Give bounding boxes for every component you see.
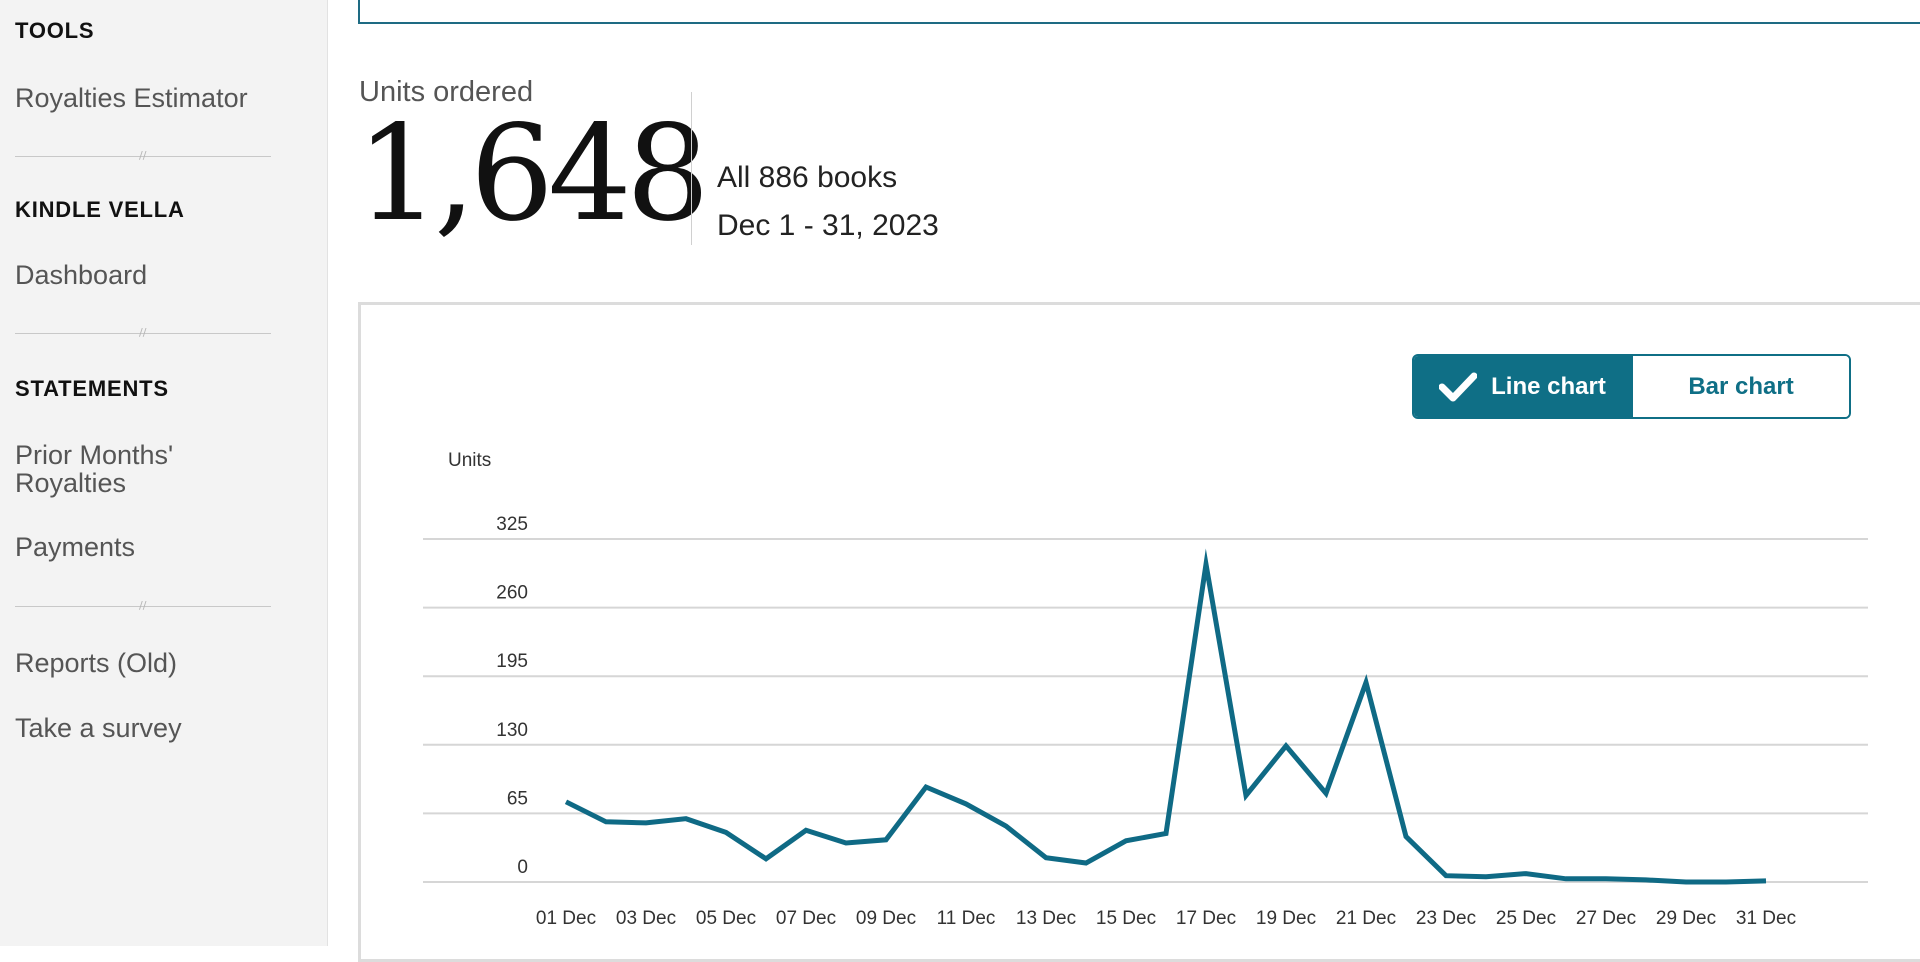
top-panel bbox=[358, 0, 1920, 24]
y-tick-label: 65 bbox=[507, 788, 528, 809]
series-line bbox=[564, 548, 1767, 885]
divider-tick: // bbox=[139, 149, 147, 162]
bar-chart-button[interactable]: Bar chart bbox=[1631, 356, 1849, 417]
x-tick-label: 03 Dec bbox=[616, 908, 676, 929]
sidebar-heading-tools: TOOLS bbox=[15, 18, 95, 43]
y-tick-label: 0 bbox=[517, 857, 528, 878]
sidebar-item-payments[interactable]: Payments bbox=[15, 532, 136, 562]
y-tick-label: 325 bbox=[496, 514, 528, 535]
x-tick-label: 31 Dec bbox=[1736, 908, 1796, 929]
x-tick-label: 13 Dec bbox=[1016, 908, 1076, 929]
books-filter-text: All 886 books bbox=[717, 161, 898, 194]
sidebar-divider: // bbox=[15, 327, 271, 339]
sidebar-divider: // bbox=[15, 150, 271, 162]
summary-separator bbox=[691, 92, 692, 245]
y-axis-title: Units bbox=[448, 450, 491, 471]
y-tick-label: 195 bbox=[496, 651, 528, 672]
y-tick-label: 130 bbox=[496, 720, 528, 741]
units-ordered-label: Units ordered bbox=[359, 76, 534, 108]
line-chart-label: Line chart bbox=[1491, 372, 1606, 400]
x-tick-label: 01 Dec bbox=[536, 908, 596, 929]
x-tick-label: 23 Dec bbox=[1416, 908, 1476, 929]
sidebar-item-reports-old[interactable]: Reports (Old) bbox=[15, 648, 178, 678]
sidebar-item-royalties-estimator[interactable]: Royalties Estimator bbox=[15, 83, 248, 113]
sidebar: TOOLS Royalties Estimator // KINDLE VELL… bbox=[0, 0, 328, 946]
bar-chart-label: Bar chart bbox=[1688, 372, 1794, 400]
x-tick-label: 05 Dec bbox=[696, 908, 756, 929]
x-tick-label: 17 Dec bbox=[1176, 908, 1236, 929]
sidebar-divider: // bbox=[15, 600, 271, 612]
x-tick-label: 15 Dec bbox=[1096, 908, 1156, 929]
sidebar-item-prior-months-royalties[interactable]: Prior Months' Royalties bbox=[15, 441, 173, 497]
chart-type-toggle: Line chart Bar chart bbox=[1412, 354, 1851, 419]
line-chart-button[interactable]: Line chart bbox=[1414, 356, 1631, 417]
date-range-text: Dec 1 - 31, 2023 bbox=[717, 209, 939, 242]
sidebar-item-take-a-survey[interactable]: Take a survey bbox=[15, 713, 182, 743]
x-tick-label: 25 Dec bbox=[1496, 908, 1556, 929]
x-tick-label: 29 Dec bbox=[1656, 908, 1716, 929]
x-tick-label: 21 Dec bbox=[1336, 908, 1396, 929]
sidebar-heading-statements: STATEMENTS bbox=[15, 376, 169, 401]
x-tick-label: 27 Dec bbox=[1576, 908, 1636, 929]
x-tick-label: 19 Dec bbox=[1256, 908, 1316, 929]
checkmark-icon bbox=[1439, 372, 1478, 401]
units-line-chart: Units 0 65 130 195 260 325 01 Dec 03 Dec 05 Dec 07… bbox=[423, 450, 1868, 929]
sidebar-heading-kindle-vella: KINDLE VELLA bbox=[15, 197, 185, 222]
x-tick-label: 09 Dec bbox=[856, 908, 916, 929]
x-tick-label: 07 Dec bbox=[776, 908, 836, 929]
divider-tick: // bbox=[139, 326, 147, 339]
sidebar-item-dashboard[interactable]: Dashboard bbox=[15, 260, 148, 290]
prior-royalties-line2: Royalties bbox=[15, 468, 127, 498]
prior-royalties-line1: Prior Months' bbox=[15, 440, 174, 470]
x-tick-label: 11 Dec bbox=[937, 908, 996, 929]
y-tick-label: 260 bbox=[496, 583, 528, 604]
divider-tick: // bbox=[139, 599, 147, 612]
units-ordered-value: 1,648 bbox=[356, 97, 710, 251]
